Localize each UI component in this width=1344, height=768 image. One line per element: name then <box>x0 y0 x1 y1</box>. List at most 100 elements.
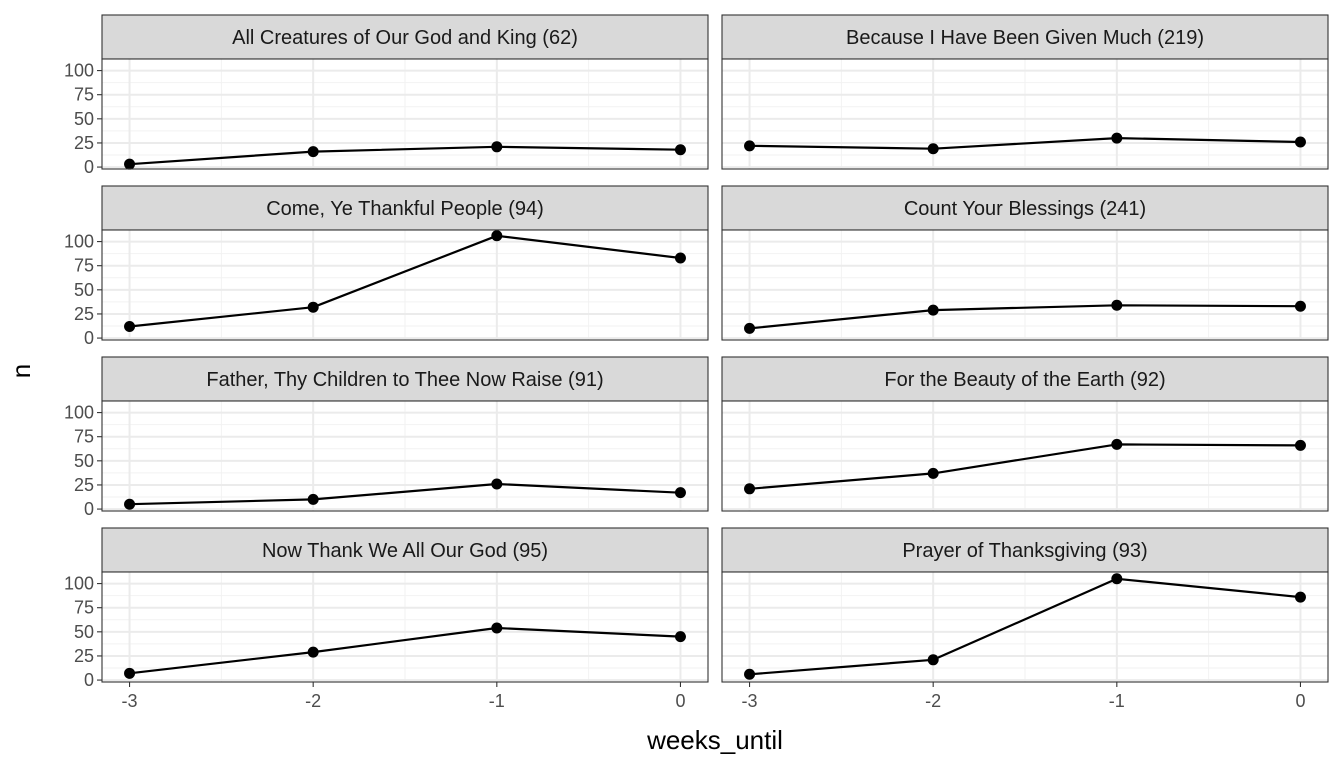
panel-border <box>721 229 1329 341</box>
data-point <box>1294 439 1306 451</box>
series-line <box>749 304 1301 330</box>
panel-border <box>721 400 1329 512</box>
y-tick-label: 75 <box>74 427 94 447</box>
y-tick-label: 50 <box>74 280 94 300</box>
data-point <box>927 467 939 479</box>
y-tick-label: 100 <box>64 574 94 594</box>
data-point <box>927 143 939 155</box>
strip-title: Prayer of Thanksgiving (93) <box>902 540 1147 562</box>
series-line <box>129 626 681 675</box>
data-point <box>674 144 686 156</box>
data-point <box>307 493 319 505</box>
y-tick-label: 100 <box>64 232 94 252</box>
y-tick-label: 0 <box>84 499 94 519</box>
panel-0: All Creatures of Our God and King (62) 0 2… <box>64 14 709 177</box>
y-tick-label: 50 <box>74 451 94 471</box>
series-line <box>749 577 1301 676</box>
y-tick-label: 75 <box>74 256 94 276</box>
data-point <box>124 667 136 679</box>
y-tick-label: 25 <box>74 646 94 666</box>
x-tick-label: -2 <box>925 691 941 711</box>
data-point <box>674 252 686 264</box>
x-tick-label: 0 <box>1295 691 1305 711</box>
data-point <box>1111 299 1123 311</box>
x-tick-label: -3 <box>742 691 758 711</box>
strip-background <box>721 14 1329 60</box>
panel-3: Count Your Blessings (241) <box>721 185 1329 341</box>
data-point <box>1294 591 1306 603</box>
series-line <box>749 443 1301 490</box>
strip-title: Count Your Blessings (241) <box>904 198 1146 220</box>
y-tick-label: 75 <box>74 598 94 618</box>
data-point <box>927 654 939 666</box>
panel-2: Come, Ye Thankful People (94) 0 25 50 75 100 <box>64 185 709 348</box>
data-point <box>1111 573 1123 585</box>
strip-background <box>721 185 1329 231</box>
y-tick-label: 75 <box>74 85 94 105</box>
strip-background <box>721 356 1329 402</box>
strip-title: Because I Have Been Given Much (219) <box>846 27 1204 49</box>
panel-border <box>101 571 709 683</box>
x-tick-label: -1 <box>1109 691 1125 711</box>
data-point <box>491 478 503 490</box>
y-tick-label: 0 <box>84 157 94 177</box>
y-tick-label: 50 <box>74 109 94 129</box>
panel-border <box>721 571 1329 683</box>
series-line <box>749 137 1301 150</box>
x-tick-label: -2 <box>305 691 321 711</box>
strip-background <box>721 527 1329 573</box>
x-tick-label: -3 <box>122 691 138 711</box>
strip-background <box>101 527 709 573</box>
data-point <box>1294 300 1306 312</box>
data-point <box>1111 132 1123 144</box>
y-axis-title: n <box>6 364 36 378</box>
y-tick-label: 0 <box>84 328 94 348</box>
strip-title: Father, Thy Children to Thee Now Raise (… <box>206 369 603 391</box>
panel-border <box>101 229 709 341</box>
y-tick-label: 100 <box>64 61 94 81</box>
strip-title: Now Thank We All Our God (95) <box>262 540 548 562</box>
panel-7: Prayer of Thanksgiving (93) -3 -2 -1 0 <box>721 527 1329 711</box>
strip-title: For the Beauty of the Earth (92) <box>884 369 1165 391</box>
strip-title: Come, Ye Thankful People (94) <box>266 198 544 220</box>
x-tick-label: -1 <box>489 691 505 711</box>
panel-5: For the Beauty of the Earth (92) <box>721 356 1329 512</box>
x-axis-title: weeks_until <box>646 725 783 755</box>
panel-4: Father, Thy Children to Thee Now Raise (… <box>64 356 709 519</box>
panel-6: Now Thank We All Our God (95) 0 25 50 75 100 -… <box>64 527 709 711</box>
data-point <box>1294 136 1306 148</box>
data-point <box>744 140 756 152</box>
series-line <box>129 234 681 328</box>
data-point <box>124 498 136 510</box>
strip-background <box>101 185 709 231</box>
data-point <box>307 301 319 313</box>
y-tick-label: 25 <box>74 475 94 495</box>
x-tick-label: 0 <box>675 691 685 711</box>
data-point <box>491 141 503 153</box>
y-tick-label: 25 <box>74 133 94 153</box>
data-point <box>124 158 136 170</box>
y-tick-label: 100 <box>64 403 94 423</box>
data-point <box>1111 438 1123 450</box>
strip-background <box>101 14 709 60</box>
y-tick-label: 50 <box>74 622 94 642</box>
data-point <box>307 146 319 158</box>
panel-border <box>101 58 709 170</box>
panel-border <box>101 400 709 512</box>
data-point <box>927 304 939 316</box>
strip-title: All Creatures of Our God and King (62) <box>232 27 578 49</box>
data-point <box>307 646 319 658</box>
y-tick-label: 0 <box>84 670 94 690</box>
y-tick-label: 25 <box>74 304 94 324</box>
data-point <box>491 622 503 634</box>
series-line <box>129 482 681 506</box>
panel-border <box>721 58 1329 170</box>
data-point <box>744 668 756 680</box>
panel-1: Because I Have Been Given Much (219) <box>721 14 1329 170</box>
data-point <box>674 487 686 499</box>
data-point <box>124 320 136 332</box>
data-point <box>744 322 756 334</box>
data-point <box>744 483 756 495</box>
data-point <box>674 631 686 643</box>
